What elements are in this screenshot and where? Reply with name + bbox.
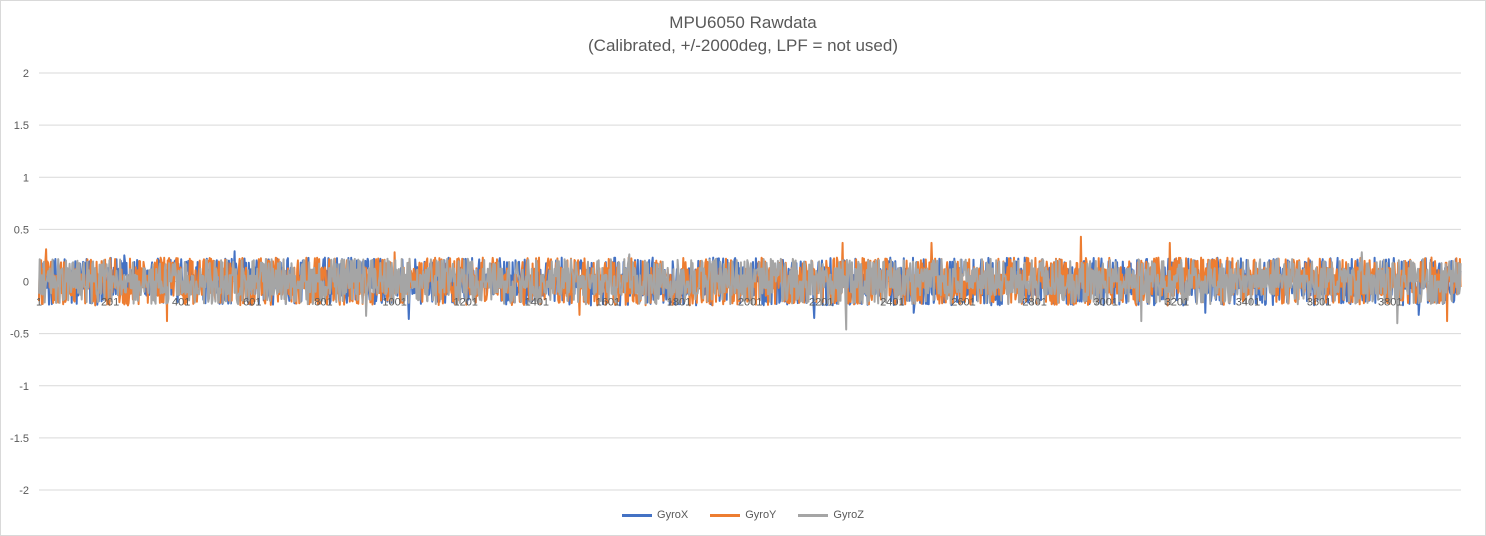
x-tick-label: 401	[172, 297, 190, 309]
x-tick-label: 3601	[1307, 297, 1331, 309]
x-tick-label: 2001	[738, 297, 762, 309]
y-tick-label: 1.5	[14, 120, 29, 132]
chart-title: MPU6050 Rawdata	[669, 13, 817, 32]
x-tick-label: 3801	[1378, 297, 1402, 309]
x-tick-label: 201	[101, 297, 119, 309]
chart-subtitle: (Calibrated, +/-2000deg, LPF = not used)	[588, 36, 898, 55]
series-layer	[38, 235, 1462, 331]
x-tick-label: 1801	[667, 297, 691, 309]
y-tick-label: -1	[19, 381, 29, 393]
x-tick-label: 2201	[809, 297, 833, 309]
x-tick-label: 3401	[1236, 297, 1260, 309]
y-axis-ticks: 2 1.5 1 0.5 0 -0.5 -1 -1.5 -2	[10, 68, 29, 497]
x-axis-ticks: 1 201 401 601 801 1001 1201 1401 1601 1801 2001 220…	[36, 297, 1403, 309]
legend-item-gyroy: GyroY	[710, 509, 776, 521]
y-tick-label: -1.5	[10, 433, 29, 445]
legend-swatch	[798, 513, 829, 517]
legend-swatch	[622, 513, 653, 517]
x-tick-label: 3001	[1094, 297, 1118, 309]
y-tick-label: -2	[19, 485, 29, 497]
series-line-gyroz	[38, 251, 1462, 331]
y-tick-label: 0.5	[14, 224, 29, 236]
legend-label: GyroY	[745, 509, 777, 521]
x-tick-label: 2801	[1022, 297, 1046, 309]
x-tick-label: 2601	[951, 297, 975, 309]
legend-label: GyroZ	[833, 509, 864, 521]
x-tick-label: 1401	[525, 297, 549, 309]
x-tick-label: 1	[36, 297, 42, 309]
legend-swatch	[710, 513, 741, 517]
x-tick-label: 3201	[1165, 297, 1189, 309]
x-tick-label: 2401	[880, 297, 904, 309]
legend-item-gyrox: GyroX	[622, 509, 688, 521]
y-tick-label: 2	[23, 68, 29, 80]
y-tick-label: 1	[23, 172, 29, 184]
x-tick-label: 1201	[453, 297, 477, 309]
x-tick-label: 1601	[596, 297, 620, 309]
gridlines	[39, 72, 1461, 491]
y-tick-label: -0.5	[10, 329, 29, 341]
x-tick-label: 601	[243, 297, 261, 309]
legend-label: GyroX	[657, 509, 689, 521]
x-tick-label: 1001	[382, 297, 406, 309]
x-tick-label: 801	[314, 297, 332, 309]
legend-item-gyroz: GyroZ	[798, 509, 864, 521]
y-tick-label: 0	[23, 277, 29, 289]
chart-title-block: MPU6050 Rawdata (Calibrated, +/-2000deg,…	[1, 11, 1485, 57]
legend: GyroX GyroY GyroZ	[1, 509, 1485, 521]
